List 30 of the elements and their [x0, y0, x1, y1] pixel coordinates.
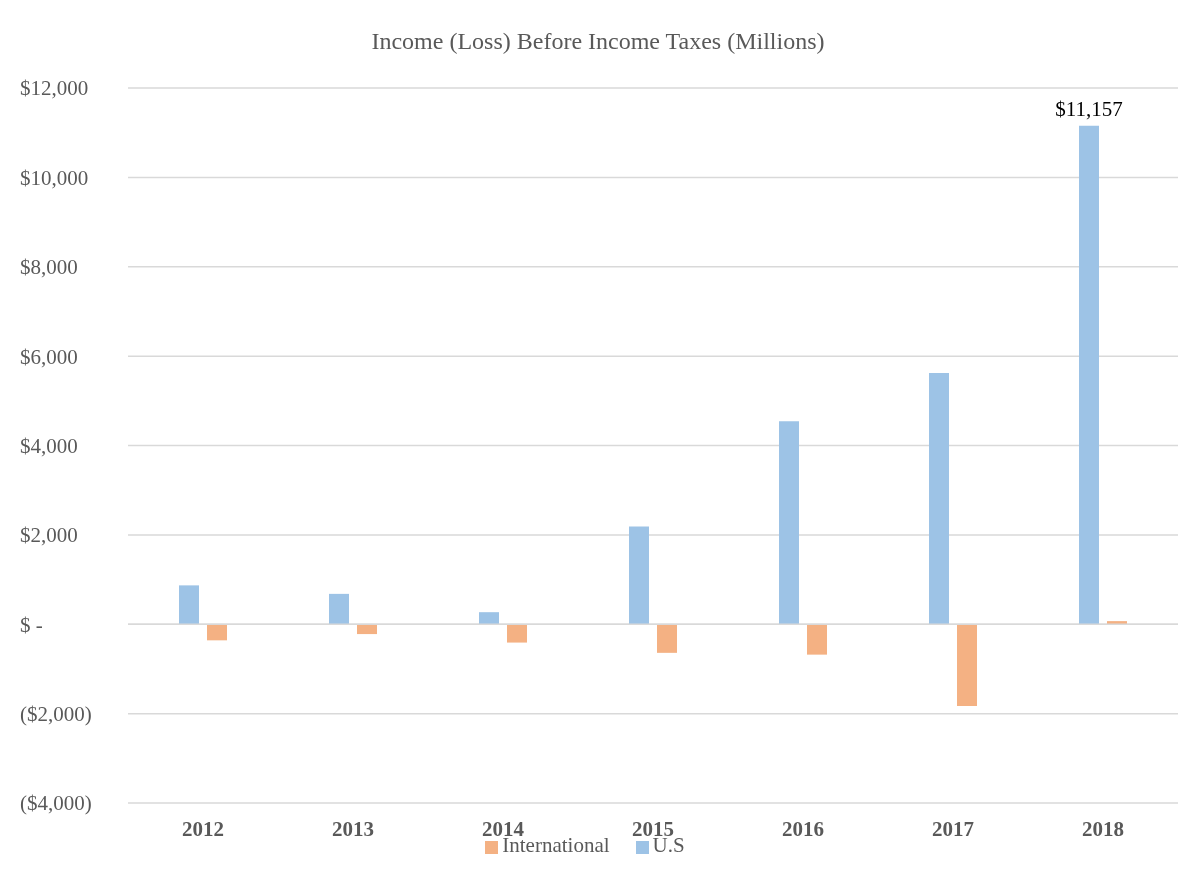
y-tick-label: ($2,000)	[20, 702, 92, 727]
bar	[957, 624, 977, 707]
bar	[207, 624, 227, 641]
x-tick-label: 2018	[1082, 816, 1124, 841]
bar	[179, 585, 199, 625]
chart-title: Income (Loss) Before Income Taxes (Millions)	[370, 27, 826, 56]
y-tick-label: $6,000	[20, 344, 78, 369]
bar	[779, 421, 799, 625]
bar	[1107, 621, 1127, 625]
bar	[629, 526, 649, 625]
bar	[357, 624, 377, 635]
bar	[657, 624, 677, 653]
x-tick-label: 2013	[332, 816, 374, 841]
bar	[1079, 125, 1099, 625]
y-tick-label: $12,000	[20, 76, 89, 101]
bar	[479, 612, 499, 625]
bar	[507, 624, 527, 643]
data-label: $11,157	[1055, 96, 1123, 121]
y-tick-label: ($4,000)	[20, 791, 92, 816]
bar	[929, 373, 949, 625]
x-tick-label: 2012	[182, 816, 224, 841]
y-tick-label: $2,000	[20, 523, 78, 548]
bar	[329, 593, 349, 625]
y-tick-label: $4,000	[20, 433, 78, 458]
x-tick-label: 2017	[932, 816, 974, 841]
x-tick-label: 2016	[782, 816, 824, 841]
y-tick-label: $10,000	[20, 165, 89, 190]
bar	[807, 624, 827, 655]
y-tick-label: $8,000	[20, 255, 78, 280]
y-tick-label: $ -	[20, 612, 43, 637]
